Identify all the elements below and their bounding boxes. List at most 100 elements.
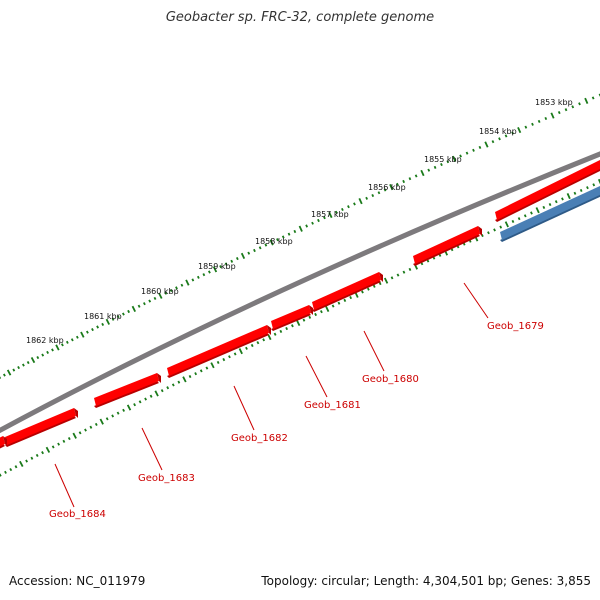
minor-tick — [230, 259, 234, 263]
minor-tick — [4, 470, 7, 474]
minor-tick — [511, 131, 514, 135]
minor-tick — [579, 188, 583, 192]
minor-tick — [285, 327, 289, 331]
minor-tick — [256, 341, 260, 345]
leader-line — [463, 282, 489, 319]
minor-tick — [127, 309, 131, 314]
major-tick — [182, 376, 187, 383]
minor-tick — [264, 243, 268, 247]
minor-tick — [75, 335, 79, 339]
minor-tick — [276, 238, 279, 242]
minor-tick — [262, 338, 266, 342]
genome-summary-text: Topology: circular; Length: 4,304,501 bp… — [261, 574, 591, 588]
minor-tick — [433, 165, 437, 169]
minor-tick — [205, 366, 209, 370]
minor-tick — [343, 298, 347, 303]
kbp-label: 1857 kbp — [311, 210, 349, 219]
minor-tick — [396, 182, 399, 186]
minor-tick — [334, 210, 338, 214]
leader-line — [363, 330, 385, 372]
leader-line — [54, 463, 75, 508]
minor-tick — [440, 163, 443, 167]
minor-tick — [164, 291, 168, 295]
minor-tick — [101, 322, 105, 327]
major-tick — [296, 319, 301, 326]
gene-label[interactable]: Geob_1684 — [49, 509, 106, 520]
minor-tick — [591, 96, 595, 100]
major-tick — [45, 446, 51, 453]
gene-arrow-geob-1683[interactable] — [94, 373, 161, 408]
major-tick — [484, 141, 489, 148]
gene-arrow-geob-1681[interactable] — [271, 305, 313, 331]
minor-tick — [219, 265, 222, 269]
minor-tick — [273, 332, 277, 336]
minor-tick — [331, 304, 335, 308]
minor-tick — [305, 224, 309, 228]
gene-arrow-reverse[interactable] — [500, 186, 600, 242]
gene-arrow-forward[interactable] — [495, 160, 600, 222]
minor-tick — [224, 262, 228, 266]
gene-label[interactable]: Geob_1679 — [487, 321, 544, 332]
outer-tick-ring — [0, 93, 600, 379]
major-tick — [267, 334, 272, 341]
minor-tick — [78, 431, 82, 435]
minor-tick — [287, 232, 291, 236]
gene-label[interactable]: Geob_1681 — [304, 400, 361, 411]
minor-tick — [571, 105, 575, 109]
inner-tick-ring — [0, 178, 600, 477]
major-tick — [420, 169, 425, 177]
minor-tick — [487, 231, 490, 235]
leader-line — [305, 355, 328, 398]
minor-tick — [493, 228, 496, 232]
minor-tick — [323, 216, 326, 220]
minor-tick — [530, 211, 533, 215]
kbp-labels: 1853 kbp 1854 kbp 1855 kbp 1856 kbp 1857 kbp… — [26, 98, 573, 345]
major-tick — [535, 207, 540, 214]
minor-tick — [523, 214, 527, 218]
kbp-label: 1858 kbp — [255, 237, 293, 246]
minor-tick — [320, 310, 323, 314]
gene-features — [0, 160, 600, 450]
minor-tick — [41, 353, 45, 357]
kbp-label: 1861 kbp — [84, 312, 122, 321]
gene-arrow-geob-1680[interactable] — [312, 272, 383, 312]
minor-tick — [9, 467, 13, 472]
minor-tick — [564, 108, 568, 112]
major-tick — [328, 211, 333, 219]
gene-arrow-geob-1684[interactable] — [5, 408, 78, 447]
major-tick — [584, 97, 589, 104]
gene-arrow-geob-1679[interactable] — [413, 226, 482, 266]
minor-tick — [180, 283, 184, 287]
minor-tick — [592, 183, 596, 187]
minor-tick — [544, 116, 548, 121]
minor-tick — [65, 340, 69, 344]
minor-tick — [144, 397, 147, 401]
major-tick — [154, 390, 159, 397]
major-tick — [30, 356, 36, 364]
map-title: Geobacter sp. FRC-32, complete genome — [165, 10, 435, 25]
minor-tick — [247, 251, 251, 255]
minor-tick — [250, 343, 254, 348]
gene-label[interactable]: Geob_1683 — [138, 473, 195, 484]
major-tick — [298, 225, 303, 232]
major-tick — [80, 331, 85, 338]
major-tick — [240, 252, 246, 259]
minor-tick — [188, 375, 192, 379]
minor-tick — [586, 186, 589, 190]
accession-text: Accession: NC_011979 — [9, 574, 146, 588]
major-tick — [238, 348, 243, 355]
kbp-label: 1855 kbp — [424, 155, 462, 164]
minor-tick — [557, 111, 561, 115]
gene-arrow-geob-1682[interactable] — [167, 325, 271, 378]
minor-tick — [383, 188, 387, 192]
minor-tick — [96, 325, 100, 329]
kbp-label: 1859 kbp — [198, 262, 236, 271]
minor-tick — [517, 217, 521, 221]
minor-tick — [337, 301, 341, 305]
gene-label[interactable]: Geob_1680 — [362, 374, 419, 385]
minor-tick — [216, 360, 220, 364]
minor-tick — [408, 267, 412, 271]
gene-arrow-edge[interactable] — [0, 436, 7, 450]
minor-tick — [402, 270, 406, 274]
gene-label[interactable]: Geob_1682 — [231, 433, 288, 444]
